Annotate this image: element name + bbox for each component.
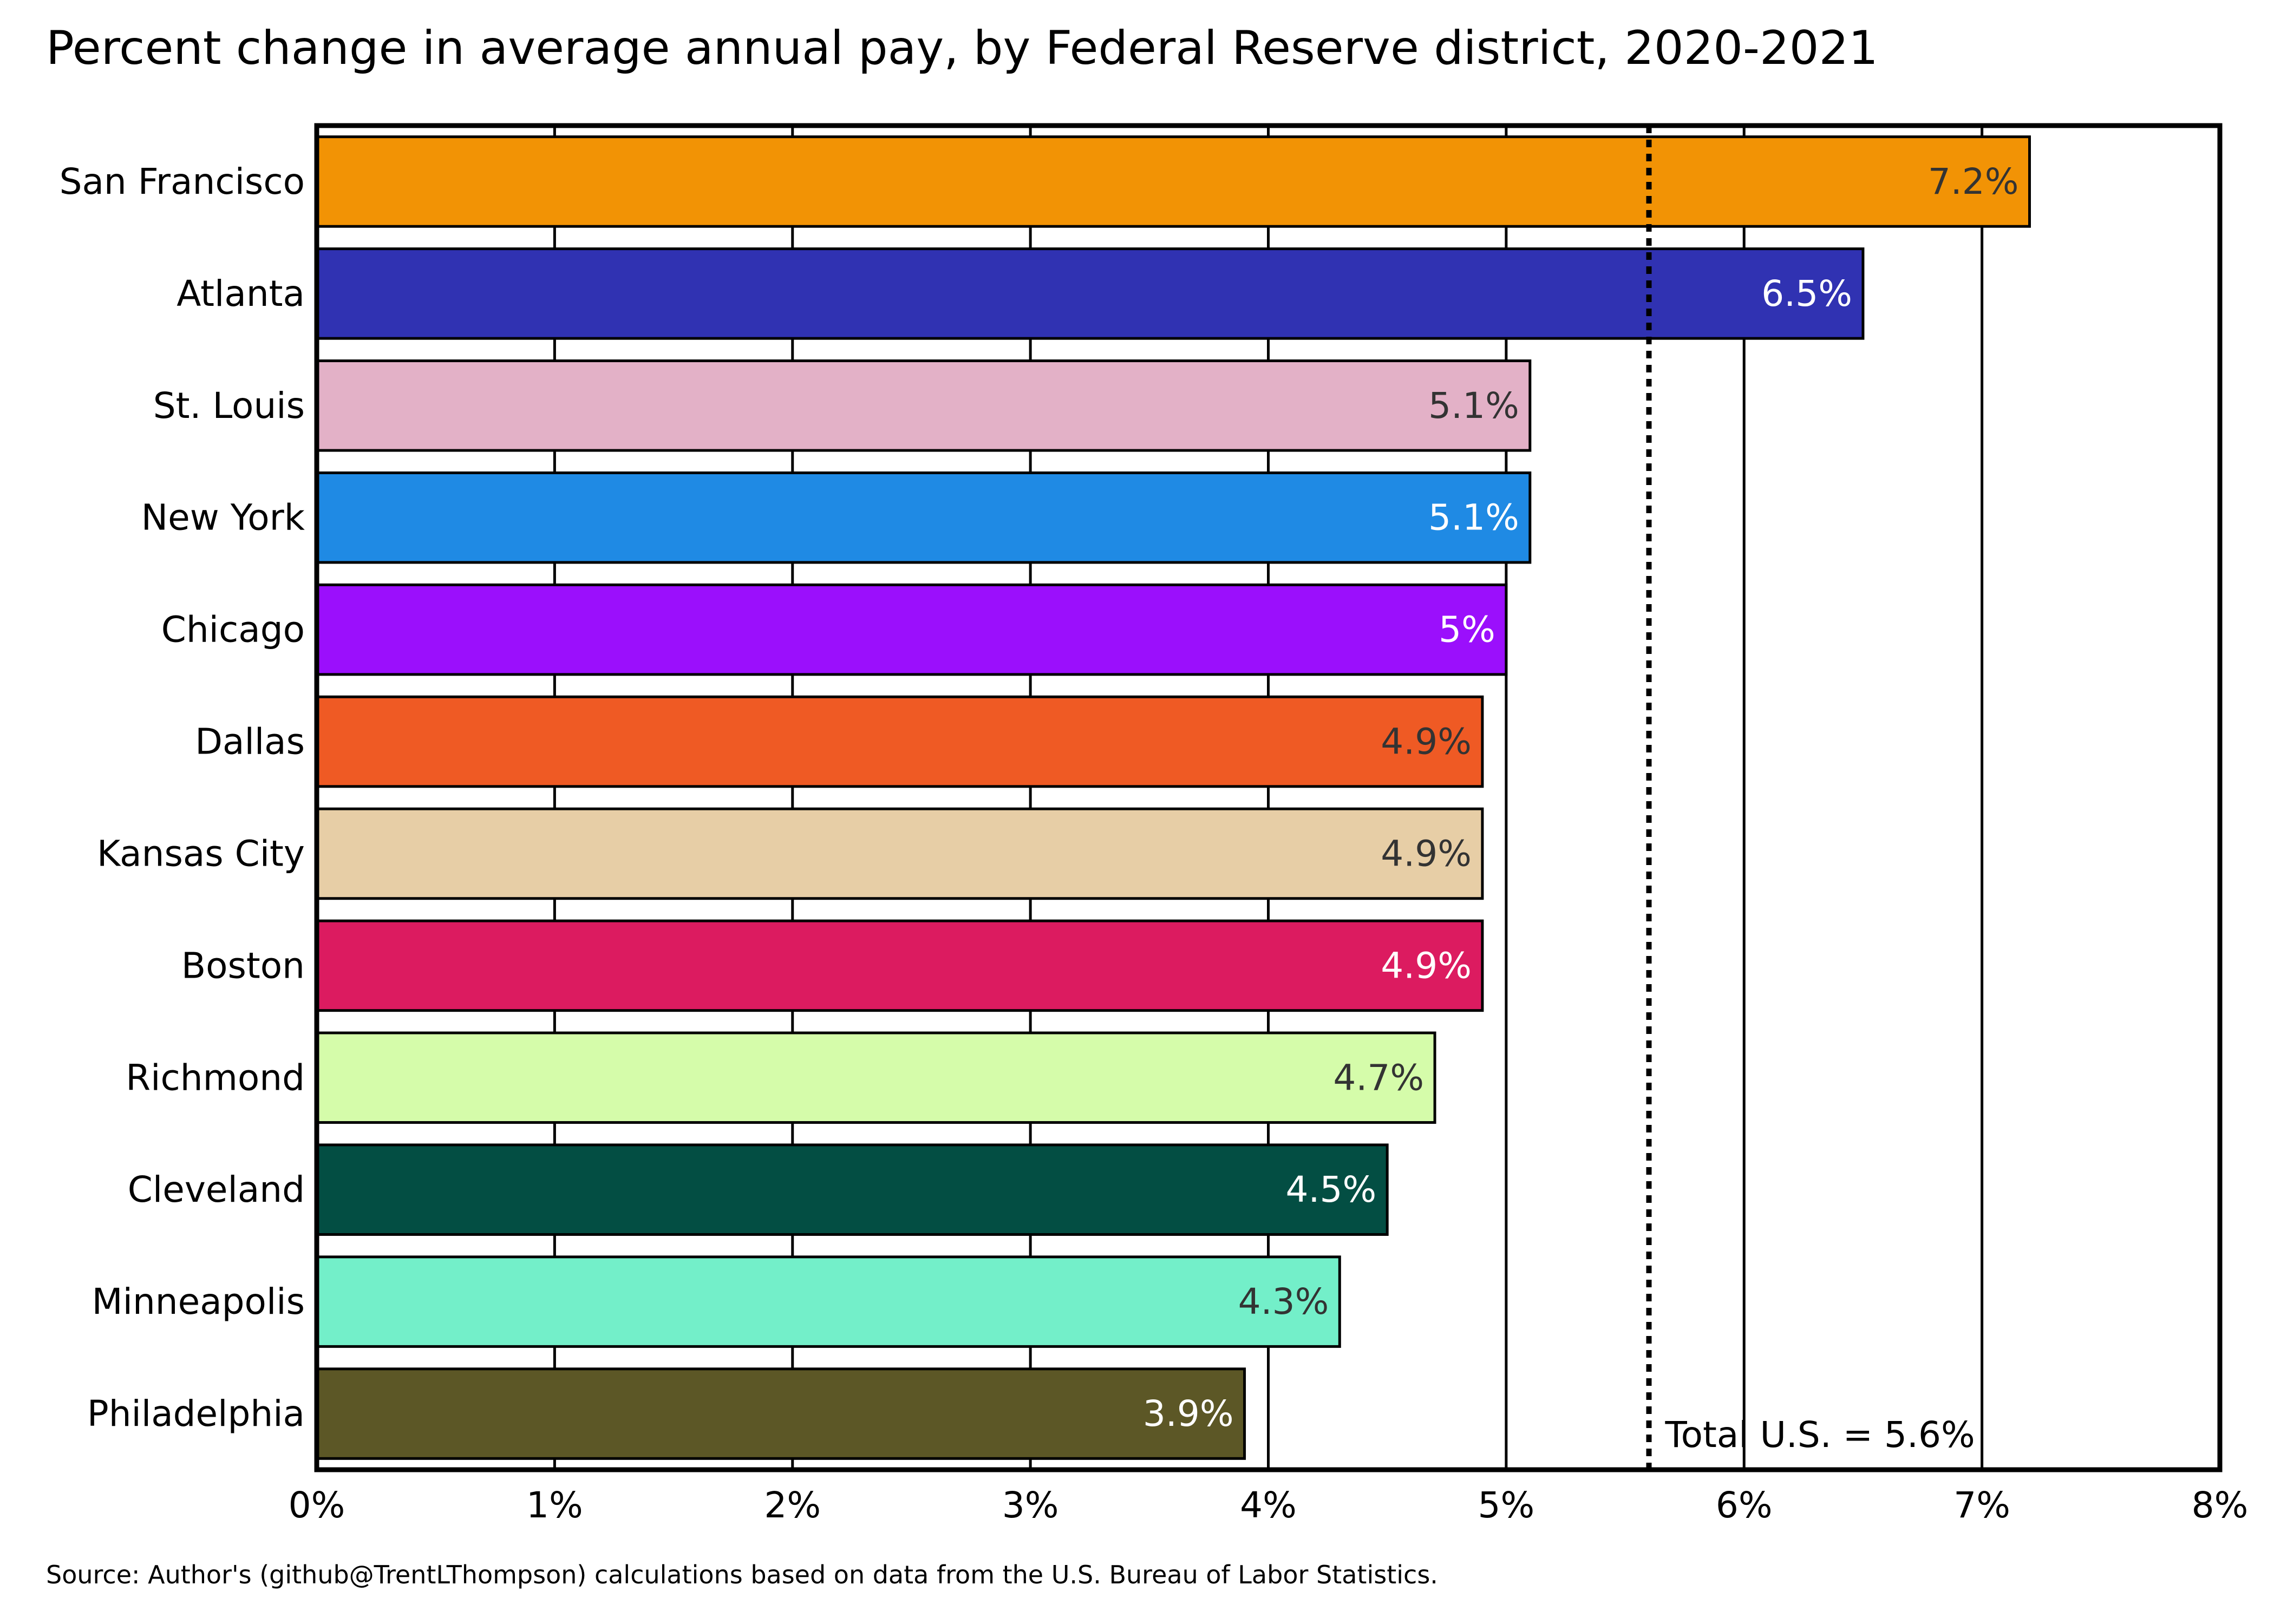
bar-8	[315, 1031, 1436, 1124]
category-label-6: Kansas City	[97, 833, 305, 874]
category-label-5: Dallas	[195, 721, 305, 763]
bar-3	[315, 471, 1532, 564]
value-label-1: 6.5%	[1761, 273, 1852, 315]
value-label-7: 4.9%	[1381, 945, 1472, 986]
x-tick-labels: 0% 1% 2% 3% 4% 5% 6% 7% 8%	[289, 1484, 2249, 1526]
category-label-11: Philadelphia	[87, 1393, 305, 1435]
x-tick-label-5: 5%	[1478, 1484, 1535, 1526]
value-label-5: 4.9%	[1381, 721, 1472, 763]
bar-1	[315, 247, 1865, 340]
category-label-4: Chicago	[161, 609, 305, 651]
bar-11	[315, 1367, 1246, 1460]
bar-4	[315, 583, 1508, 676]
category-label-8: Richmond	[126, 1057, 305, 1098]
source-note: Source: Author's (github@TrentLThompson)…	[46, 1560, 1438, 1589]
value-label-6: 4.9%	[1381, 833, 1472, 874]
value-labels: 7.2% 6.5% 5.1% 5.1% 5% 4.9% 4.9% 4.9% 4.7% 4.5% 4.…	[1143, 161, 2019, 1435]
value-label-0: 7.2%	[1928, 161, 2019, 202]
category-label-2: St. Louis	[153, 385, 305, 427]
x-tick-label-2: 2%	[764, 1484, 821, 1526]
value-label-3: 5.1%	[1428, 497, 1519, 539]
category-label-7: Boston	[181, 945, 305, 986]
x-tick-label-0: 0%	[289, 1484, 345, 1526]
value-label-10: 4.3%	[1238, 1281, 1329, 1322]
x-tick-label-6: 6%	[1716, 1484, 1773, 1526]
category-label-0: San Francisco	[60, 161, 305, 202]
x-tick-label-4: 4%	[1240, 1484, 1297, 1526]
value-label-2: 5.1%	[1428, 385, 1519, 427]
value-label-9: 4.5%	[1286, 1169, 1377, 1210]
value-label-8: 4.7%	[1333, 1057, 1424, 1098]
bar-6	[315, 807, 1484, 900]
category-label-1: Atlanta	[177, 273, 305, 315]
category-label-3: New York	[141, 497, 305, 539]
bar-9	[315, 1143, 1389, 1236]
x-tick-label-3: 3%	[1002, 1484, 1059, 1526]
plot-frame	[314, 123, 2223, 1472]
category-label-10: Minneapolis	[92, 1281, 305, 1322]
reference-line-group: Total U.S. = 5.6%	[1646, 126, 1975, 1470]
x-tick-label-7: 7%	[1953, 1484, 2010, 1526]
x-tick-label-1: 1%	[526, 1484, 583, 1526]
x-tick-label-8: 8%	[2192, 1484, 2249, 1526]
bar-2	[315, 359, 1532, 452]
chart-title: Percent change in average annual pay, by…	[46, 21, 1878, 75]
bars	[315, 135, 2031, 1460]
bar-10	[315, 1255, 1341, 1348]
bar-0	[315, 135, 2031, 228]
category-label-9: Cleveland	[128, 1169, 305, 1210]
bar-5	[315, 695, 1484, 788]
category-labels: San Francisco Atlanta St. Louis New York Chi…	[60, 161, 305, 1435]
bar-7	[315, 919, 1484, 1012]
reference-line-label: Total U.S. = 5.6%	[1665, 1414, 1975, 1456]
value-label-11: 3.9%	[1143, 1393, 1234, 1435]
value-label-4: 5%	[1439, 609, 1495, 651]
